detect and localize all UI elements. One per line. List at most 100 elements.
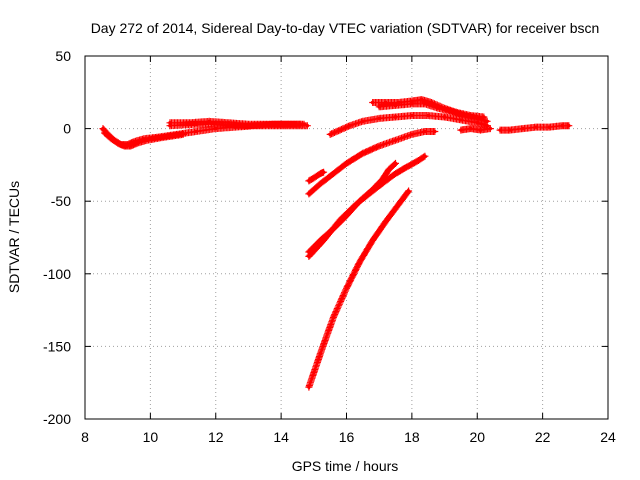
data-point	[344, 161, 349, 166]
data-point	[168, 123, 172, 128]
x-tick-label: 20	[469, 429, 485, 445]
data-point	[397, 202, 401, 206]
data-point	[383, 219, 388, 224]
data-point	[307, 192, 311, 196]
series-arc-4	[166, 120, 305, 130]
data-point	[357, 260, 362, 264]
data-point	[377, 144, 381, 148]
data-point	[406, 189, 411, 193]
data-point	[272, 122, 277, 127]
data-point	[307, 179, 311, 183]
data-point	[416, 158, 421, 163]
data-point	[410, 113, 414, 118]
plus-markers	[496, 122, 573, 134]
x-tick-label: 22	[535, 429, 551, 445]
series-arc-10	[305, 168, 328, 185]
data-point	[393, 171, 398, 176]
data-point	[331, 315, 336, 320]
data-point	[498, 128, 502, 132]
chart-title: Day 272 of 2014, Sidereal Day-to-day VTE…	[91, 20, 600, 36]
data-point	[312, 176, 316, 180]
data-point	[307, 385, 311, 389]
plus-markers	[305, 187, 413, 391]
axis-ticks: 8 10 12 14 16 18 20 22 24 -200 -150 -100 -50 0 50	[43, 48, 616, 445]
data-point	[331, 171, 336, 176]
data-point	[410, 132, 414, 137]
data-point	[246, 123, 251, 128]
series-arc-11	[305, 128, 439, 198]
data-point	[347, 123, 352, 128]
y-tick-label: 50	[55, 48, 71, 64]
data-point	[328, 132, 332, 137]
x-tick-label: 16	[339, 429, 355, 445]
data-point	[361, 151, 365, 156]
x-tick-label: 8	[81, 429, 89, 445]
data-point	[475, 116, 480, 121]
data-point	[462, 113, 466, 118]
data-point	[122, 144, 127, 148]
x-tick-label: 18	[404, 429, 420, 445]
data-point	[423, 102, 427, 106]
data-point	[436, 106, 440, 111]
data-point	[101, 126, 105, 131]
data-point	[318, 238, 323, 243]
data-point	[194, 129, 198, 134]
data-point	[423, 154, 427, 158]
data-point	[102, 131, 107, 135]
data-point	[318, 171, 323, 176]
data-point	[432, 129, 437, 134]
data-point	[423, 129, 427, 134]
data-point	[403, 166, 408, 170]
data-point	[331, 226, 336, 231]
data-point	[338, 128, 342, 132]
data-point	[488, 126, 493, 131]
x-axis-label: GPS time / hours	[292, 458, 399, 474]
data-point	[508, 128, 512, 132]
data-point	[357, 199, 362, 203]
data-point	[377, 105, 381, 109]
data-point	[128, 144, 133, 148]
x-tick-label: 12	[208, 429, 224, 445]
data-point	[426, 113, 431, 118]
data-point	[442, 115, 447, 119]
series-arc-7	[375, 100, 491, 125]
data-point	[468, 126, 473, 131]
data-point	[344, 213, 349, 218]
plus-markers	[101, 129, 187, 150]
data-point	[344, 286, 349, 291]
data-point	[307, 254, 311, 259]
data-point	[387, 167, 391, 172]
data-point	[145, 138, 149, 143]
data-point	[370, 238, 375, 243]
plus-markers	[457, 125, 494, 134]
series-arc-2	[101, 129, 187, 150]
series-arc-13	[305, 159, 399, 256]
data-point	[135, 141, 140, 145]
x-tick-label: 24	[600, 429, 616, 445]
data-point	[410, 102, 414, 106]
data-point	[213, 126, 218, 131]
data-point	[115, 141, 120, 145]
data-point	[393, 115, 398, 119]
data-point	[560, 123, 565, 128]
y-tick-label: 0	[63, 121, 71, 137]
data-point	[534, 125, 538, 129]
data-point	[459, 128, 463, 132]
series-arc-9	[496, 122, 573, 134]
series-arc-14	[305, 187, 413, 391]
data-point	[181, 132, 185, 137]
data-point	[220, 122, 225, 127]
y-axis-label: SDTVAR / TECUs	[6, 181, 22, 293]
data-marks	[99, 96, 573, 391]
data-point	[370, 100, 375, 105]
x-tick-label: 14	[273, 429, 289, 445]
data-point	[161, 135, 166, 140]
series-arc-8	[457, 125, 494, 134]
grid	[85, 56, 608, 419]
data-point	[370, 187, 375, 192]
data-point	[478, 128, 483, 132]
data-point	[318, 351, 323, 356]
series-arc-5	[326, 112, 491, 138]
data-point	[459, 118, 463, 122]
